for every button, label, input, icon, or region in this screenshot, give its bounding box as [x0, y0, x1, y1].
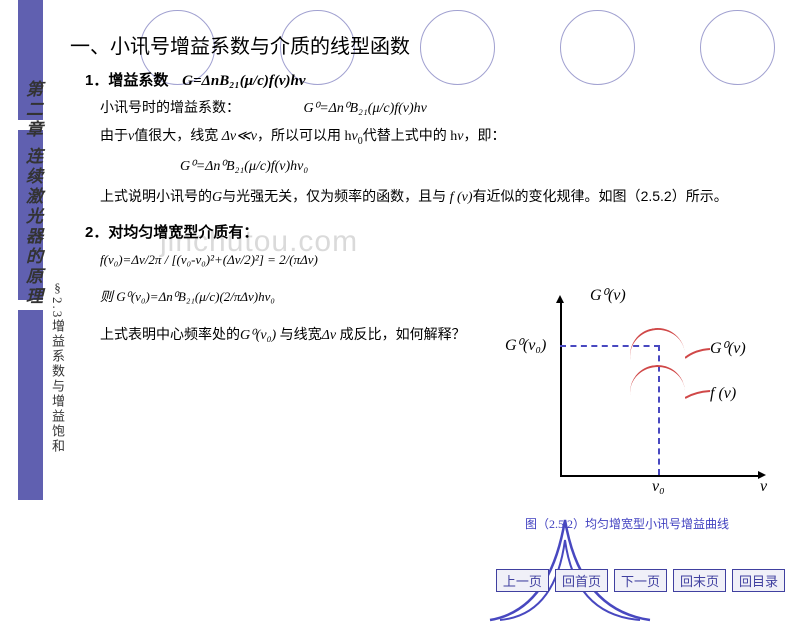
next-button[interactable]: 下一页	[614, 569, 667, 592]
prev-button[interactable]: 上一页	[496, 569, 549, 592]
last-button[interactable]: 回末页	[673, 569, 726, 592]
y-value-label: G⁰(ν₀)	[505, 335, 546, 355]
formula-gain: G=ΔnB₂₁(μ/c)f(ν)hν	[182, 73, 305, 90]
home-button[interactable]: 回首页	[555, 569, 608, 592]
curve-label-1: G⁰(ν)	[710, 338, 746, 358]
text-line: 上式表明中心频率处的G⁰(ν₀) 与线宽Δν 成反比，如何解释？	[100, 325, 480, 347]
chapter-title: 第二章 连续激光器的原理	[20, 80, 45, 307]
section-title: §2.3增益系数与增益饱和	[48, 280, 67, 454]
text-line: 由于ν值很大，线宽 Δν≪ν，所以可以用 hν0代替上式中的 hν，即：	[100, 126, 790, 150]
formula-line: f(ν₀)=Δν/2π / [(ν₀-ν₀)²+(Δν/2)²] = 2/(πΔ…	[100, 250, 790, 272]
section-2-heading: 2．对均匀增宽型介质有：	[85, 221, 790, 242]
x-axis-label: ν	[760, 478, 767, 496]
section-1-heading: 1．增益系数 G=ΔnB₂₁(μ/c)f(ν)hν	[85, 69, 790, 90]
text-line: 小讯号时的增益系数： G⁰=Δn⁰B₂₁(μ/c)f(ν)hν	[100, 98, 790, 120]
text-line: 上式说明小讯号的G与光强无关，仅为频率的函数，且与 f (ν)有近似的变化规律。…	[100, 185, 790, 209]
page-title: 一、小讯号增益系数与介质的线型函数	[70, 30, 790, 59]
formula-line: G⁰=Δn⁰B₂₁(μ/c)f(ν)hν₀	[100, 156, 790, 178]
x-value-label: ν₀	[652, 478, 665, 496]
y-axis-label: G⁰(ν)	[590, 285, 626, 305]
gain-curve-graph: G⁰(ν) G⁰(ν₀) ν ν₀ G⁰(ν) f (ν) 图（2.5.2）均匀…	[500, 290, 780, 540]
formula-small-signal: G⁰=Δn⁰B₂₁(μ/c)f(ν)hν	[304, 98, 427, 120]
toc-button[interactable]: 回目录	[732, 569, 785, 592]
navigation-bar: 上一页 回首页 下一页 回末页 回目录	[494, 569, 785, 592]
